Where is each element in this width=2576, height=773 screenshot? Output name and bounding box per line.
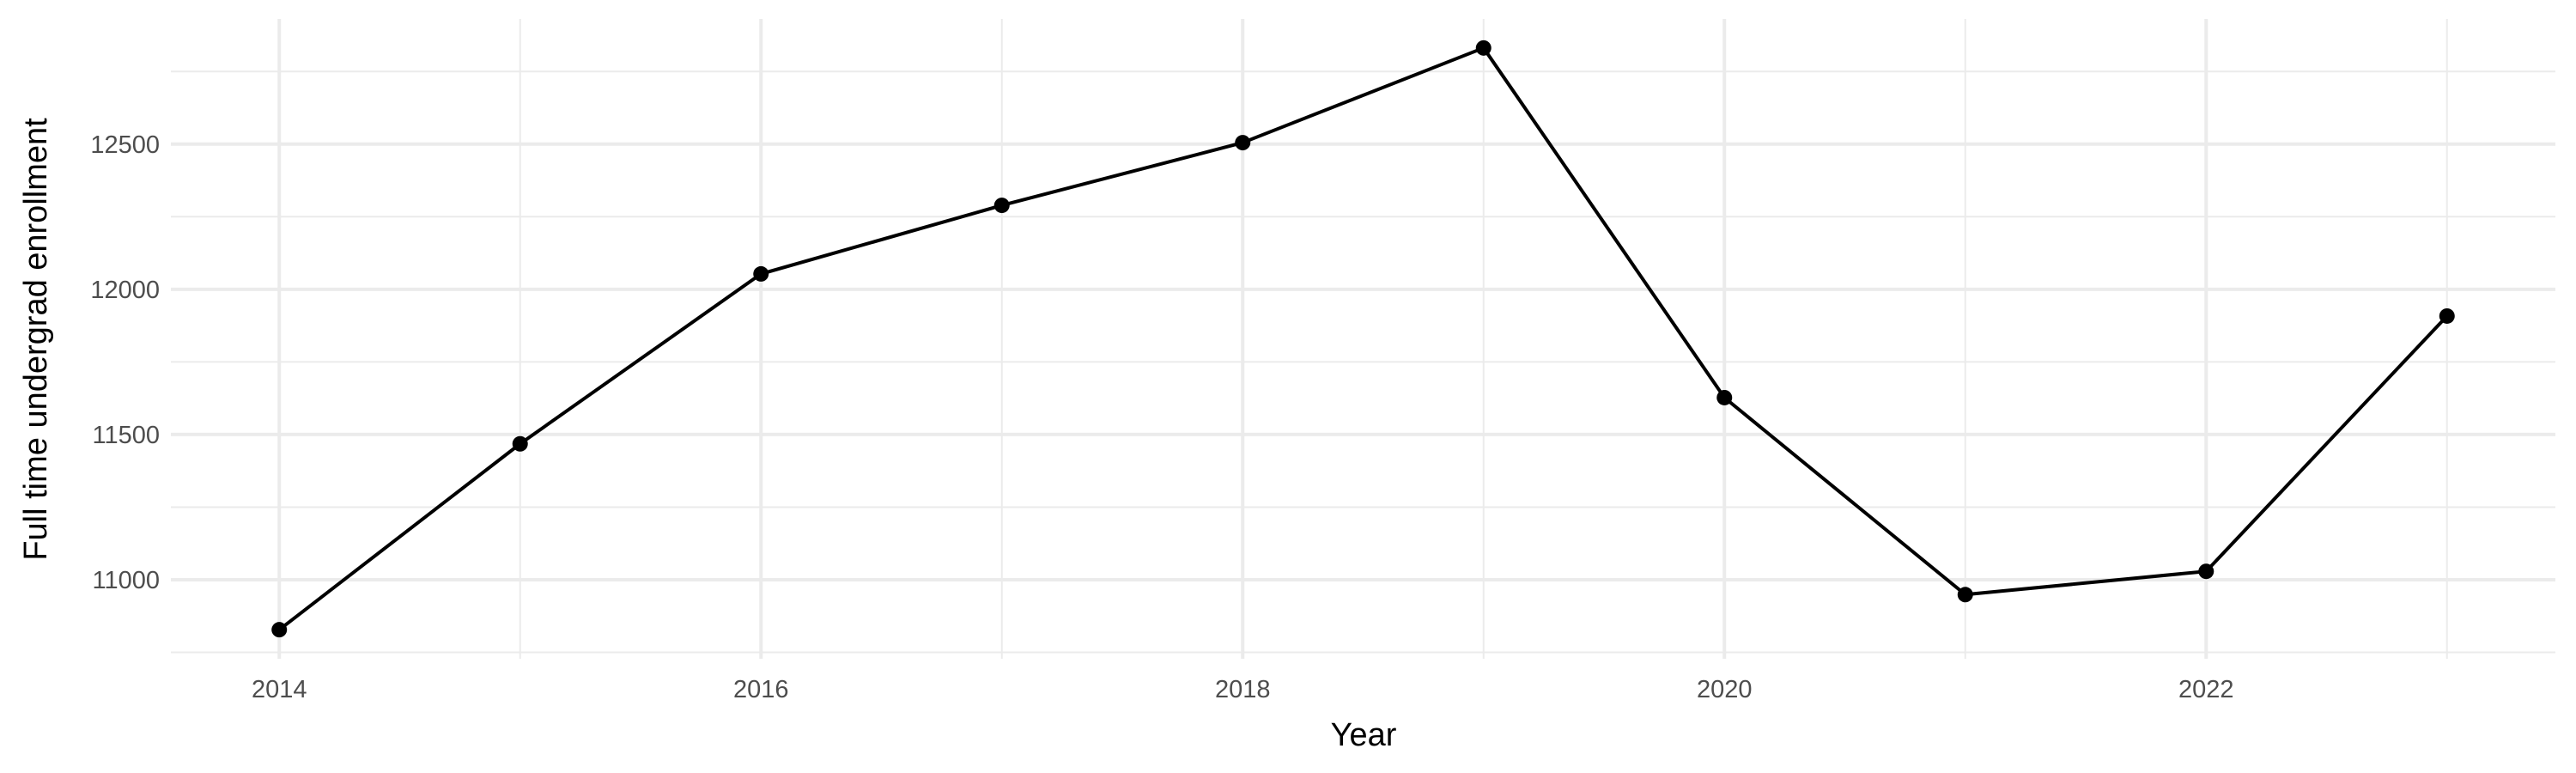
data-point-2015 (512, 435, 528, 452)
data-point-2017 (993, 198, 1010, 214)
x-tick-label: 2014 (252, 676, 307, 703)
data-point-2018 (1235, 135, 1251, 151)
x-axis-ticks: 2014 2016 2018 2020 2022 (252, 676, 2234, 703)
y-axis-title: Full time undergrad enrollment (18, 118, 54, 561)
data-point-2021 (1957, 587, 1973, 603)
series-line (278, 46, 2449, 631)
data-point-2016 (753, 265, 769, 282)
y-tick-label: 12000 (90, 277, 160, 304)
grid (171, 19, 2555, 659)
y-tick-label: 11500 (93, 422, 161, 449)
y-axis-ticks: 11000 11500 12000 12500 (90, 131, 160, 594)
data-point-2014 (271, 622, 288, 638)
data-point-2023 (2439, 307, 2455, 324)
y-tick-label: 11000 (93, 567, 161, 594)
y-tick-label: 12500 (90, 131, 160, 159)
x-tick-label: 2020 (1697, 676, 1753, 703)
data-point-2022 (2198, 563, 2215, 580)
x-tick-label: 2018 (1215, 676, 1271, 703)
data-point-2020 (1716, 389, 1733, 405)
data-point-2019 (1475, 40, 1492, 56)
x-tick-label: 2022 (2178, 676, 2234, 703)
x-axis-title: Year (1331, 717, 1397, 753)
series-marks (271, 40, 2455, 638)
x-tick-label: 2016 (733, 676, 789, 703)
